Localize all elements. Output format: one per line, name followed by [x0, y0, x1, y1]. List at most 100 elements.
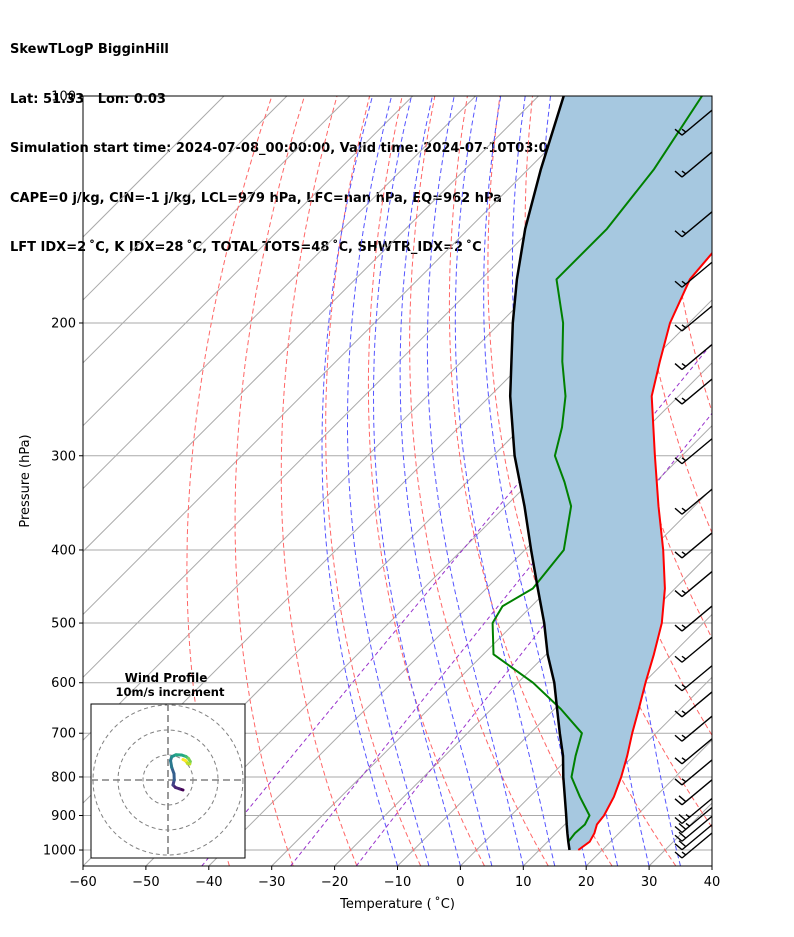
wind-barb-half: [681, 457, 687, 462]
wind-barb-half: [681, 757, 687, 762]
wind-barb: [674, 344, 713, 371]
isotherm-m10: [397, 550, 712, 866]
wind-barb-half: [681, 589, 687, 595]
y-tick-label: 200: [51, 316, 76, 331]
moist-adiabat: [321, 96, 398, 866]
hodograph-inner: [91, 704, 245, 858]
y-tick-label: 400: [51, 543, 76, 558]
wind-barb-flag: [674, 507, 683, 515]
x-tick-label: −50: [132, 875, 159, 890]
wind-barb-flag: [678, 795, 687, 803]
wind-barb-half: [685, 822, 691, 828]
cin-shading: [510, 96, 712, 850]
dry-adiabat: [728, 96, 794, 866]
wind-barb-flag: [674, 734, 683, 742]
moist-adiabat: [372, 96, 461, 866]
x-tick-label: −10: [384, 875, 411, 890]
dry-adiabat: [367, 96, 485, 866]
wind-barb: [674, 636, 713, 663]
wind-barb-flag: [674, 363, 683, 371]
dewpoint-line: [491, 96, 703, 843]
x-axis-label: Temperature ( ˚C): [339, 896, 455, 912]
wind-barb-half: [681, 710, 687, 715]
wind-barb-half: [685, 813, 691, 819]
wind-barb-shaft: [681, 832, 713, 859]
moist-adiabat: [347, 96, 430, 866]
dry-adiabat: [662, 96, 712, 414]
wind-barb: [674, 532, 713, 559]
wind-barb: [674, 832, 713, 859]
wind-barb-shaft: [681, 738, 713, 765]
moist-adiabat: [483, 96, 587, 866]
wind-barb-shaft: [681, 797, 713, 825]
x-tick-label: 10: [515, 875, 532, 890]
chart-title-indices: LFT IDX=2 ˚C, K IDX=28 ˚C, TOTAL TOTS=48…: [10, 240, 482, 255]
wind-barb: [674, 738, 713, 765]
isotherm-m160: [83, 96, 225, 238]
y-tick-label: 100: [51, 90, 76, 105]
y-tick-label: 600: [51, 676, 76, 691]
wind-barb-half: [681, 397, 687, 402]
x-tick-label: −20: [321, 875, 348, 890]
isotherm-m150: [83, 96, 288, 301]
x-tick-label: 0: [456, 875, 464, 890]
wind-barb-shaft: [681, 151, 713, 178]
wind-barb-shaft: [681, 824, 713, 851]
wind-barb-shaft: [681, 779, 713, 806]
hodograph-segment: [181, 758, 188, 763]
y-tick-label: 700: [51, 727, 76, 742]
wind-barb-flag: [678, 840, 687, 848]
wind-barb: [674, 815, 713, 842]
wind-barb-flag: [674, 551, 683, 559]
wind-barb-half: [681, 324, 687, 329]
wind-barb: [674, 261, 713, 288]
isotherm-m130: [83, 96, 414, 427]
wind-barb: [674, 605, 713, 632]
wind-barb: [674, 211, 713, 238]
wind-barb-shaft: [681, 109, 713, 136]
y-tick-label: 900: [51, 809, 76, 824]
y-axis-label: Pressure (hPa): [18, 434, 33, 527]
moist-adiabat: [426, 96, 524, 866]
wind-barb-flag: [674, 397, 683, 405]
wind-barb-half: [681, 851, 687, 856]
wind-barb: [674, 438, 713, 465]
x-tick-label: 30: [641, 875, 658, 890]
temperature-line: [577, 251, 712, 851]
wind-barb: [674, 109, 713, 136]
chart-title-block: SkewTLogP BigginHill Lat: 51.33 Lon: 0.0…: [10, 9, 603, 273]
wind-barb: [674, 570, 713, 598]
y-tick-label: 500: [51, 617, 76, 632]
wind-barb: [674, 691, 713, 718]
x-tick-label: 20: [578, 875, 595, 890]
wind-barb: [674, 824, 713, 851]
wind-barb: [674, 759, 713, 786]
wind-barb-shaft: [681, 532, 713, 559]
wind-barb-half: [681, 624, 687, 629]
dry-adiabat: [761, 96, 794, 866]
wind-barb-shaft: [681, 665, 713, 692]
wind-barb-flag: [674, 590, 683, 598]
wind-barb-half: [681, 230, 687, 235]
wind-barb: [674, 151, 713, 178]
wind-barb-shaft: [681, 488, 713, 515]
isotherm-m20: [334, 487, 712, 866]
wind-barb-flag: [678, 813, 687, 822]
wind-barb-flag: [674, 655, 683, 663]
wind-barb-flag: [678, 822, 687, 831]
y-tick-label: 1000: [43, 844, 76, 859]
wind-barb-flag: [674, 825, 683, 834]
wind-barb: [674, 806, 713, 834]
wind-barb-half: [681, 684, 687, 689]
dry-adiabat: [234, 96, 305, 866]
isotherm-40: [711, 865, 712, 866]
wind-barb-half: [681, 551, 687, 556]
x-tick-label: 40: [704, 875, 721, 890]
hodograph-subtitle: 10m/s increment: [116, 685, 225, 699]
wind-barb-flag: [674, 128, 683, 136]
wind-barb: [674, 305, 713, 332]
wind-barb-flag: [674, 843, 683, 851]
dry-adiabat: [280, 96, 358, 866]
dry-adiabat: [325, 96, 422, 866]
